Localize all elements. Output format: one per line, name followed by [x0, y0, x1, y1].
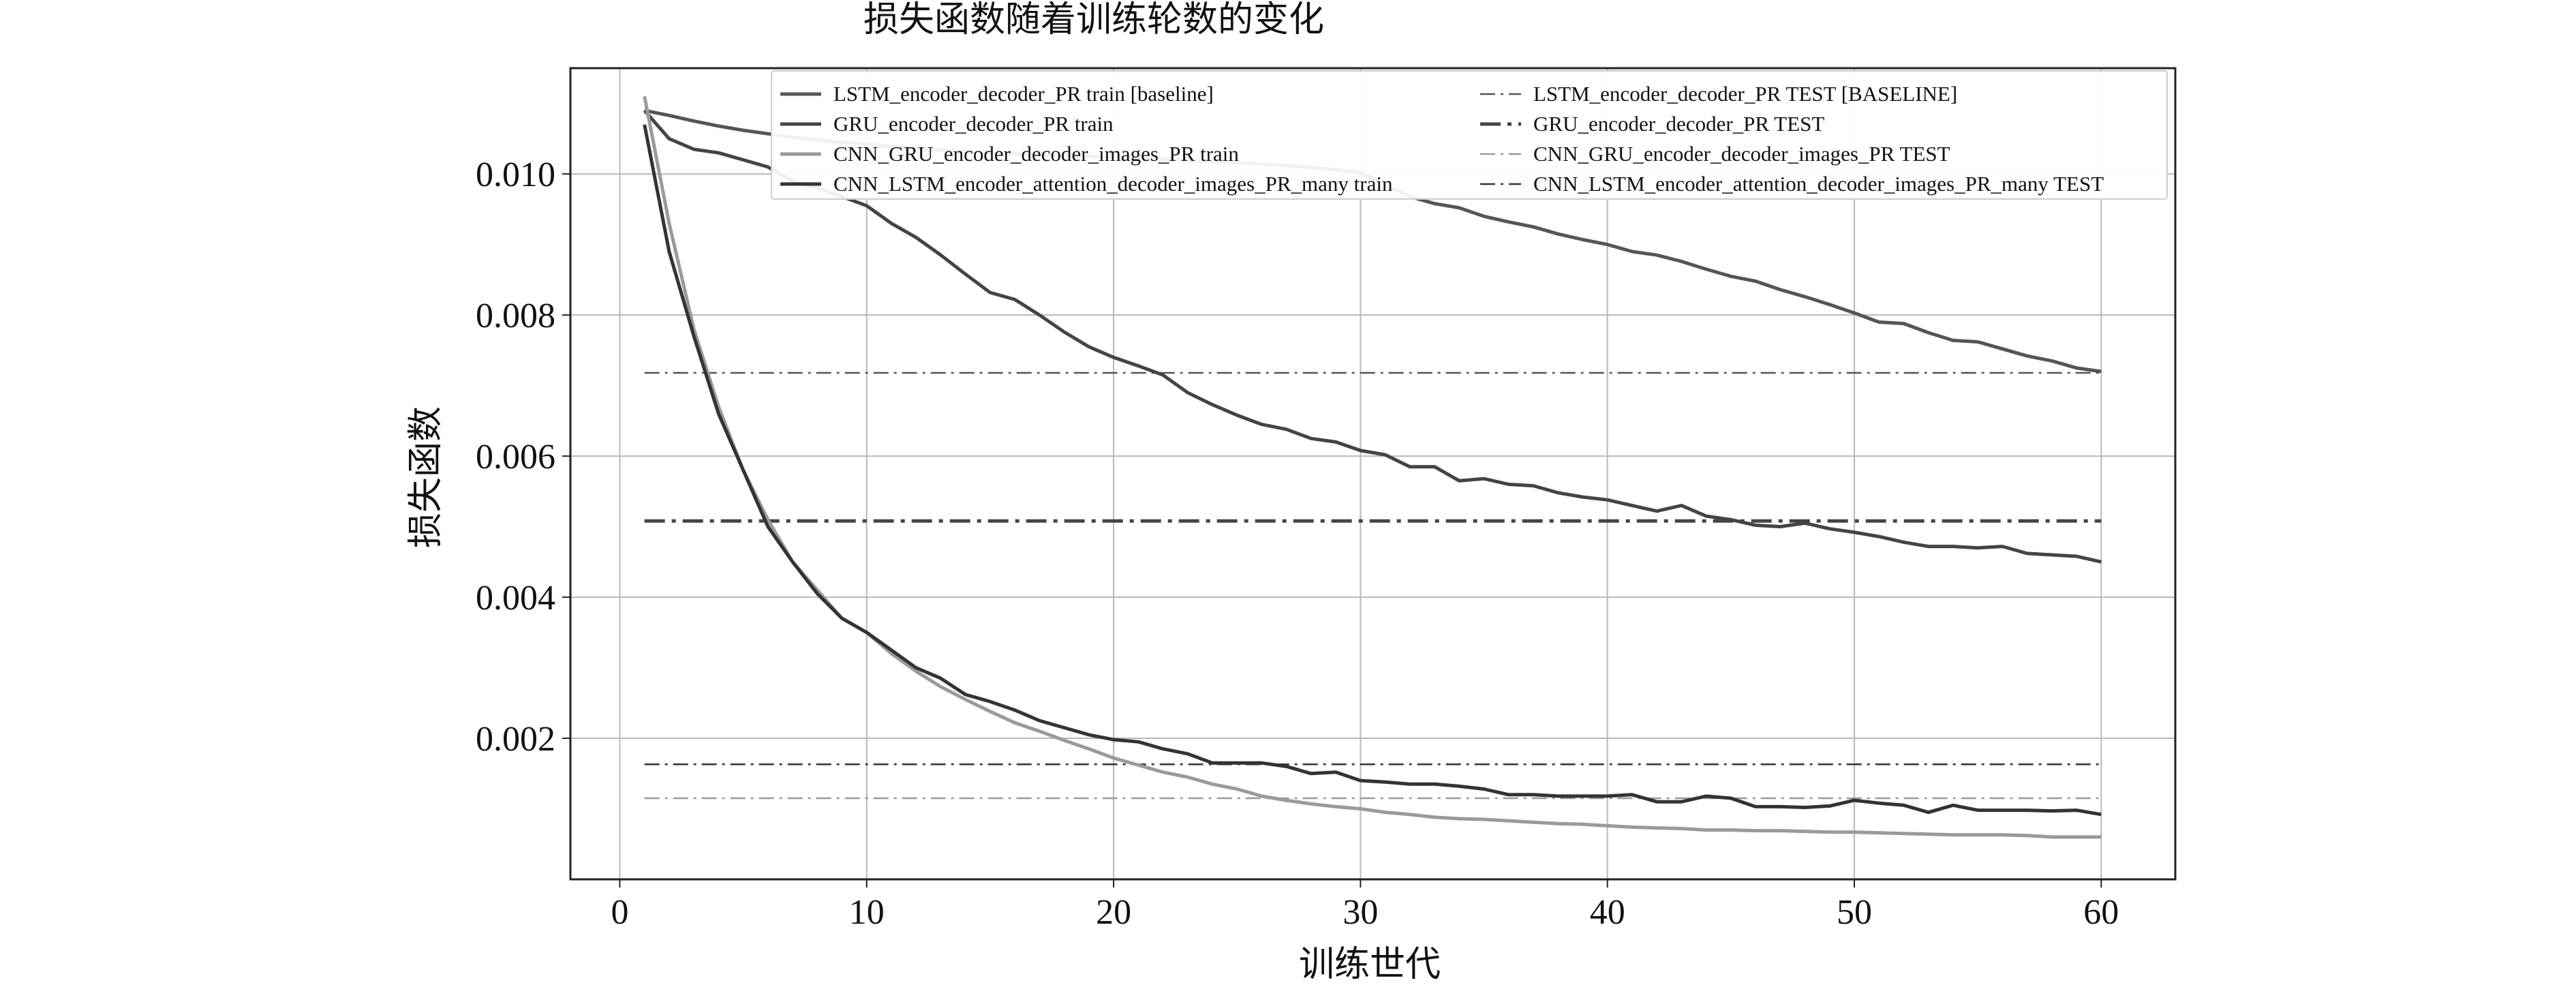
x-tick-label: 40: [1590, 893, 1625, 932]
y-tick-label: 0.004: [476, 579, 555, 618]
legend-entry: LSTM_encoder_decoder_PR train [baseline]: [833, 82, 1214, 106]
plot-frame: [569, 67, 2177, 881]
series-cnn-lstm-encoder-attention-decoder-images-pr-many-train: [643, 124, 2102, 817]
x-tick-label: 20: [1096, 893, 1131, 932]
legend-entry: GRU_encoder_decoder_PR TEST: [1533, 112, 1824, 136]
legend-box: [771, 70, 2168, 200]
x-axis-label: 训练世代: [1299, 944, 1441, 985]
y-tick-label: 0.006: [476, 438, 555, 476]
series-lines: [643, 95, 2102, 839]
x-tick-label: 0: [611, 893, 628, 932]
grid-lines: [570, 68, 2175, 879]
legend-entry: CNN_GRU_encoder_decoder_images_PR TEST: [1533, 142, 1950, 166]
y-axis-label: 损失函数: [405, 406, 446, 548]
legend: LSTM_encoder_decoder_PR train [baseline]…: [771, 70, 2168, 200]
series-cnn-gru-encoder-decoder-images-pr-train: [643, 95, 2102, 839]
legend-entry: CNN_GRU_encoder_decoder_images_PR train: [833, 142, 1239, 166]
legend-entry: CNN_LSTM_encoder_attention_decoder_image…: [833, 172, 1393, 196]
x-tick-label: 10: [849, 893, 885, 932]
legend-entry: CNN_LSTM_encoder_attention_decoder_image…: [1533, 172, 2104, 196]
y-tick-label: 0.008: [476, 297, 555, 335]
axis-ticks: 0 10 20 30 40 50 60 0.002 0.004 0.006 0.008 0.010: [476, 155, 2119, 932]
x-tick-label: 60: [2083, 893, 2119, 932]
series-gru-encoder-decoder-pr-train: [643, 109, 2102, 564]
legend-entry: GRU_encoder_decoder_PR train: [833, 112, 1114, 136]
y-tick-label: 0.002: [476, 720, 555, 759]
chart-title: 损失函数随着训练轮数的变化: [863, 0, 1324, 40]
y-tick-label: 0.010: [476, 155, 555, 194]
x-tick-label: 50: [1837, 893, 1872, 932]
legend-entry: LSTM_encoder_decoder_PR TEST [BASELINE]: [1533, 82, 1957, 106]
x-tick-label: 30: [1343, 893, 1378, 932]
